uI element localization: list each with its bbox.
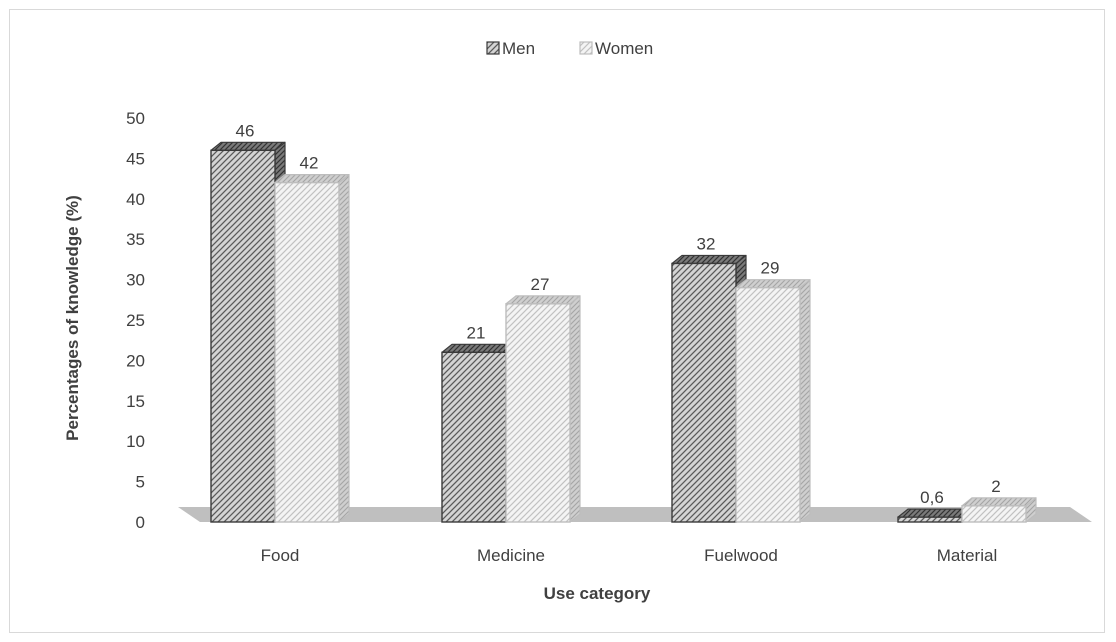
data-label: 21 <box>467 323 486 342</box>
chart-frame: Men Women 0 5 10 15 20 25 30 35 40 45 50 46 42 21 27 32… <box>9 9 1105 633</box>
bar-women-medicine <box>505 295 581 523</box>
bar-top-face <box>735 279 811 289</box>
y-tick-label: 5 <box>136 473 145 492</box>
bar-front-face <box>961 505 1027 523</box>
bar-top-face <box>441 343 517 353</box>
y-tick-label: 10 <box>126 432 145 451</box>
data-label: 0,6 <box>920 488 944 507</box>
data-label: 2 <box>991 477 1000 496</box>
y-tick-label: 45 <box>126 149 145 168</box>
y-axis-title: Percentages of knowledge (%) <box>63 195 82 441</box>
bar-side-face <box>569 295 581 523</box>
bar-top-face <box>210 141 286 151</box>
bar-men-material <box>897 508 973 523</box>
bar-front-face <box>210 149 276 523</box>
y-tick-label: 0 <box>136 513 145 532</box>
y-tick-label: 25 <box>126 311 145 330</box>
y-tick-label: 30 <box>126 271 145 290</box>
bar-women-food <box>274 174 350 523</box>
data-label: 27 <box>531 275 550 294</box>
data-label: 29 <box>761 259 780 278</box>
bar-women-fuelwood <box>735 279 811 523</box>
y-tick-label: 20 <box>126 351 145 370</box>
x-tick-label-food: Food <box>261 546 300 565</box>
bars: 46 42 21 27 32 29 0,6 2 <box>210 121 1037 523</box>
x-tick-label-material: Material <box>937 546 997 565</box>
bar-top-face <box>961 497 1037 507</box>
floor-plane <box>178 507 1092 522</box>
bar-front-face <box>671 262 737 523</box>
bar-front-face <box>897 516 963 523</box>
bar-front-face <box>505 303 571 523</box>
x-axis: Food Medicine Fuelwood Material <box>261 546 998 565</box>
legend-swatch <box>579 41 593 55</box>
bar-men-medicine <box>441 343 517 523</box>
y-tick-label: 50 <box>126 109 145 128</box>
bar-women-material <box>961 497 1037 523</box>
bar-men-food <box>210 141 286 523</box>
data-label: 42 <box>300 154 319 173</box>
y-tick-label: 40 <box>126 190 145 209</box>
bar-top-face <box>274 174 350 184</box>
y-axis: 0 5 10 15 20 25 30 35 40 45 50 <box>126 109 145 532</box>
x-axis-title: Use category <box>544 584 651 603</box>
bar-front-face <box>274 181 340 523</box>
chart-floor <box>178 507 1092 522</box>
bar-top-face <box>505 295 581 305</box>
bar-men-fuelwood <box>671 254 747 523</box>
y-tick-label: 15 <box>126 392 145 411</box>
x-tick-label-fuelwood: Fuelwood <box>704 546 778 565</box>
bar-chart: Men Women 0 5 10 15 20 25 30 35 40 45 50 46 42 21 27 32… <box>63 39 1092 603</box>
bar-side-face <box>799 279 811 523</box>
data-label: 32 <box>697 234 716 253</box>
legend-label: Women <box>595 39 653 58</box>
bar-side-face <box>338 174 350 523</box>
x-tick-label-medicine: Medicine <box>477 546 545 565</box>
legend: Men Women <box>486 39 653 58</box>
legend-label: Men <box>502 39 535 58</box>
legend-swatch <box>486 41 500 55</box>
bar-front-face <box>441 351 507 523</box>
bar-top-face <box>897 508 973 518</box>
data-label: 46 <box>236 121 255 140</box>
legend-item-women: Women <box>579 39 653 58</box>
bar-front-face <box>735 286 801 523</box>
bar-top-face <box>671 254 747 265</box>
y-tick-label: 35 <box>126 230 145 249</box>
legend-item-men: Men <box>486 39 535 58</box>
